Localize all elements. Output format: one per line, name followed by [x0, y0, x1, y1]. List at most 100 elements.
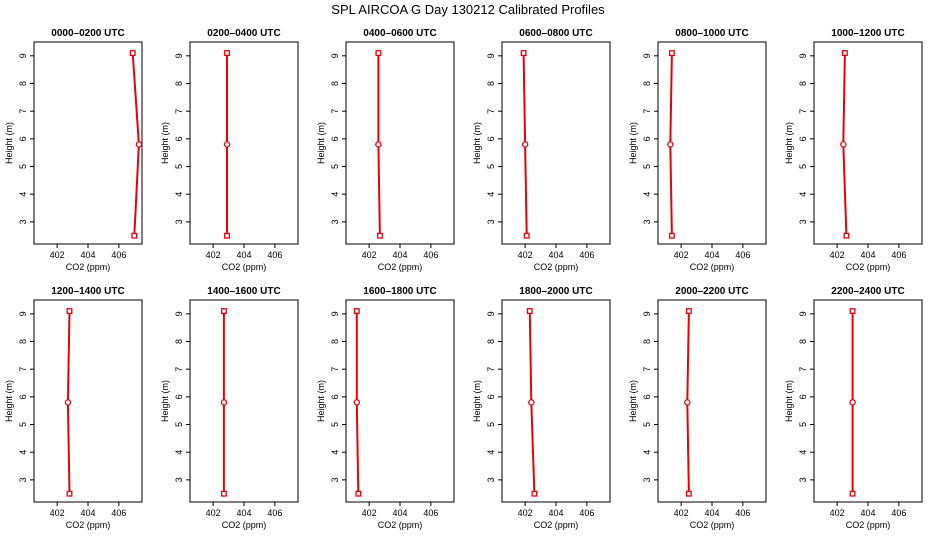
x-tick-label: 402 — [674, 250, 689, 260]
y-tick-label: 3 — [174, 477, 184, 482]
data-point — [131, 232, 138, 239]
data-point — [66, 490, 73, 497]
y-tick-label: 5 — [798, 164, 808, 169]
y-axis-label: Height (m) — [784, 122, 794, 164]
x-tick-label: 402 — [518, 250, 533, 260]
data-point — [220, 490, 227, 497]
x-tick-label: 406 — [267, 250, 282, 260]
y-tick-label: 5 — [18, 422, 28, 427]
data-point — [376, 232, 383, 239]
x-axis-label: CO2 (ppm) — [222, 262, 267, 272]
y-tick-label: 3 — [798, 219, 808, 224]
y-tick-label: 9 — [486, 53, 496, 58]
x-tick-label: 402 — [362, 508, 377, 518]
x-tick-label: 402 — [206, 508, 221, 518]
y-tick-label: 9 — [330, 53, 340, 58]
x-tick-label: 406 — [735, 250, 750, 260]
data-point — [684, 399, 691, 406]
y-tick-label: 8 — [642, 339, 652, 344]
panel-title: 0400–0600 UTC — [363, 28, 436, 39]
y-tick-label: 4 — [642, 450, 652, 455]
x-axis-label: CO2 (ppm) — [690, 262, 735, 272]
panel-title: 0200–0400 UTC — [207, 28, 280, 39]
y-tick-label: 5 — [18, 164, 28, 169]
y-tick-label: 4 — [330, 450, 340, 455]
y-tick-label: 3 — [174, 219, 184, 224]
data-point — [849, 308, 856, 315]
y-tick-label: 5 — [330, 422, 340, 427]
plot-frame — [501, 299, 611, 503]
y-tick-label: 8 — [18, 81, 28, 86]
panel-title: 2200–2400 UTC — [831, 286, 904, 297]
x-tick-label: 406 — [111, 508, 126, 518]
x-axis-label: CO2 (ppm) — [846, 520, 891, 530]
plot-frame — [813, 299, 923, 503]
y-tick-label: 3 — [798, 477, 808, 482]
x-axis-label: CO2 (ppm) — [534, 520, 579, 530]
y-tick-label: 8 — [330, 81, 340, 86]
panel-title: 0800–1000 UTC — [675, 28, 748, 39]
y-axis-label: Height (m) — [784, 380, 794, 422]
y-tick-label: 3 — [330, 477, 340, 482]
y-tick-label: 3 — [642, 477, 652, 482]
x-tick-label: 402 — [830, 250, 845, 260]
figure-title: SPL AIRCOA G Day 130212 Calibrated Profi… — [331, 2, 605, 17]
panel-title: 1000–1200 UTC — [831, 28, 904, 39]
x-tick-label: 406 — [579, 508, 594, 518]
data-point — [355, 490, 362, 497]
x-tick-label: 404 — [860, 508, 875, 518]
y-tick-label: 3 — [486, 219, 496, 224]
y-tick-label: 7 — [330, 109, 340, 114]
y-tick-label: 7 — [798, 109, 808, 114]
y-tick-label: 9 — [18, 311, 28, 316]
y-tick-label: 9 — [642, 53, 652, 58]
y-tick-label: 9 — [642, 311, 652, 316]
plot-frame — [657, 41, 767, 245]
y-tick-label: 6 — [486, 394, 496, 399]
x-tick-label: 404 — [704, 250, 719, 260]
y-axis-label: Height (m) — [628, 380, 638, 422]
y-tick-label: 4 — [798, 450, 808, 455]
y-tick-label: 5 — [642, 422, 652, 427]
x-tick-label: 406 — [267, 508, 282, 518]
y-tick-label: 6 — [18, 394, 28, 399]
data-point — [223, 141, 231, 148]
y-tick-label: 4 — [642, 192, 652, 197]
plot-frame — [33, 41, 143, 245]
y-tick-label: 4 — [798, 192, 808, 197]
y-tick-label: 5 — [486, 164, 496, 169]
y-tick-label: 7 — [174, 367, 184, 372]
data-point — [353, 399, 361, 406]
data-point — [135, 141, 143, 148]
y-tick-label: 6 — [486, 136, 496, 141]
y-tick-label: 4 — [330, 192, 340, 197]
y-tick-label: 7 — [18, 109, 28, 114]
plot-frame — [345, 41, 455, 245]
panel-title: 1600–1800 UTC — [363, 286, 436, 297]
data-point — [220, 308, 227, 315]
y-tick-label: 9 — [174, 311, 184, 316]
x-axis-label: CO2 (ppm) — [378, 262, 423, 272]
plot-frame — [189, 41, 299, 245]
y-axis-label: Height (m) — [160, 122, 170, 164]
plot-frame — [501, 41, 611, 245]
y-tick-label: 5 — [174, 164, 184, 169]
y-tick-label: 9 — [798, 53, 808, 58]
x-tick-label: 402 — [50, 508, 65, 518]
data-point — [220, 399, 228, 406]
panel-title: 2000–2200 UTC — [675, 286, 748, 297]
y-tick-label: 8 — [18, 339, 28, 344]
x-tick-label: 404 — [392, 508, 407, 518]
x-tick-label: 404 — [236, 250, 251, 260]
x-axis-label: CO2 (ppm) — [846, 262, 891, 272]
plot-frame — [813, 41, 923, 245]
data-point — [526, 308, 533, 315]
data-point — [521, 141, 529, 148]
